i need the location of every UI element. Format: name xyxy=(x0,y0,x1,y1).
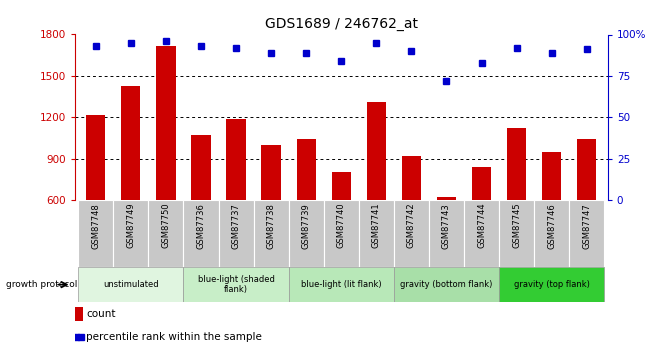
Text: GSM87749: GSM87749 xyxy=(126,203,135,248)
Text: growth protocol: growth protocol xyxy=(6,280,78,289)
Text: GSM87747: GSM87747 xyxy=(582,203,592,248)
Text: GSM87748: GSM87748 xyxy=(91,203,100,248)
Bar xyxy=(324,200,359,267)
Text: GSM87745: GSM87745 xyxy=(512,203,521,248)
Bar xyxy=(507,128,526,200)
Title: GDS1689 / 246762_at: GDS1689 / 246762_at xyxy=(265,17,418,31)
Bar xyxy=(78,200,113,267)
Bar xyxy=(226,119,246,200)
Bar xyxy=(191,135,211,200)
Text: GSM87744: GSM87744 xyxy=(477,203,486,248)
Bar xyxy=(332,172,351,200)
Text: GSM87738: GSM87738 xyxy=(266,203,276,249)
Text: gravity (bottom flank): gravity (bottom flank) xyxy=(400,280,493,289)
Text: GSM87746: GSM87746 xyxy=(547,203,556,248)
Text: GSM87750: GSM87750 xyxy=(161,203,170,248)
Bar xyxy=(156,46,176,200)
Text: GSM87740: GSM87740 xyxy=(337,203,346,248)
Text: percentile rank within the sample: percentile rank within the sample xyxy=(86,332,262,342)
Bar xyxy=(183,200,218,267)
Bar xyxy=(359,200,394,267)
Bar xyxy=(542,152,562,200)
Text: blue-light (shaded
flank): blue-light (shaded flank) xyxy=(198,275,274,294)
Bar xyxy=(367,102,386,200)
Bar xyxy=(183,267,289,302)
Bar xyxy=(296,139,316,200)
Bar xyxy=(394,200,429,267)
Bar xyxy=(499,267,604,302)
Text: GSM87737: GSM87737 xyxy=(231,203,240,249)
Bar xyxy=(569,200,604,267)
Bar xyxy=(113,200,148,267)
Bar xyxy=(218,200,254,267)
Text: gravity (top flank): gravity (top flank) xyxy=(514,280,590,289)
Bar xyxy=(472,167,491,200)
Text: GSM87736: GSM87736 xyxy=(196,203,205,249)
Bar xyxy=(254,200,289,267)
Text: GSM87739: GSM87739 xyxy=(302,203,311,248)
Text: count: count xyxy=(86,309,116,319)
Bar xyxy=(121,86,140,200)
Text: GSM87742: GSM87742 xyxy=(407,203,416,248)
Bar xyxy=(289,267,394,302)
Bar xyxy=(437,197,456,200)
Bar xyxy=(75,307,83,321)
Text: GSM87743: GSM87743 xyxy=(442,203,451,248)
Bar xyxy=(289,200,324,267)
Text: blue-light (lit flank): blue-light (lit flank) xyxy=(301,280,382,289)
Bar xyxy=(78,267,183,302)
Bar xyxy=(402,156,421,200)
Text: GSM87741: GSM87741 xyxy=(372,203,381,248)
Bar xyxy=(261,145,281,200)
Bar xyxy=(499,200,534,267)
Bar xyxy=(534,200,569,267)
Bar xyxy=(464,200,499,267)
Text: unstimulated: unstimulated xyxy=(103,280,159,289)
Bar xyxy=(577,139,596,200)
Bar xyxy=(86,115,105,200)
Bar xyxy=(148,200,183,267)
Bar xyxy=(429,200,464,267)
Bar xyxy=(394,267,499,302)
